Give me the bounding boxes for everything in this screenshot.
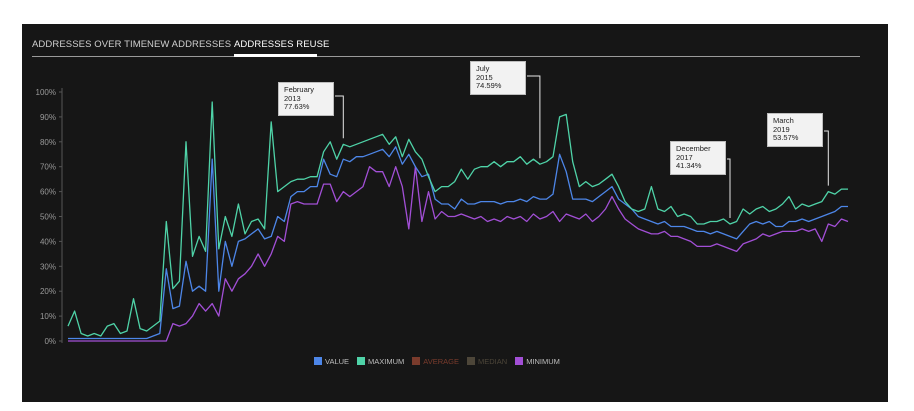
y-tick-label: 40%: [40, 237, 56, 246]
legend-item-value[interactable]: VALUE: [314, 357, 349, 366]
annotation-march-2019: March 2019 53.57%: [767, 113, 823, 147]
y-tick-label: 50%: [40, 213, 56, 222]
series-line-maximum: [67, 101, 848, 337]
annotation-year: 2013: [284, 93, 301, 103]
legend-item-average[interactable]: AVERAGE: [412, 357, 459, 366]
annotation-year: 2015: [476, 72, 493, 82]
legend-swatch: [314, 357, 322, 365]
legend-item-maximum[interactable]: MAXIMUM: [357, 357, 404, 366]
annotation-leader-line: [824, 130, 829, 186]
legend-swatch: [467, 357, 476, 365]
annotation-leader-line: [727, 158, 731, 218]
annotation-february-2013: February 2013 77.63%: [278, 82, 334, 116]
annotation-july-2015: July 2015 74.59%: [470, 61, 526, 95]
annotation-leader-line: [335, 95, 344, 139]
tab-new-addresses[interactable]: NEW ADDRESSES: [147, 39, 232, 50]
annotation-month: July: [476, 64, 490, 73]
y-tick-label: 20%: [40, 287, 56, 296]
y-tick-label: 70%: [40, 163, 56, 172]
legend-item-median[interactable]: MEDIAN: [467, 357, 507, 366]
tab-addresses-over-time[interactable]: ADDRESSES OVER TIME: [32, 39, 148, 50]
annotation-december-2017: December 2017 41.34%: [670, 141, 726, 175]
annotation-year: 2019: [773, 124, 790, 134]
y-tick-label: 30%: [40, 262, 56, 271]
y-tick-label: 80%: [40, 138, 56, 147]
legend-label: MEDIAN: [478, 356, 508, 366]
annotation-month: March: [773, 116, 794, 125]
y-tick-label: 90%: [40, 113, 56, 122]
annotation-value: 74.59%: [476, 81, 502, 91]
tab-divider: [32, 56, 860, 57]
annotation-month: February: [284, 85, 315, 94]
legend-label: AVERAGE: [423, 356, 460, 366]
y-tick-label: 100%: [36, 88, 56, 97]
annotation-value: 53.57%: [773, 133, 799, 143]
legend-label: VALUE: [325, 356, 350, 366]
active-tab-indicator: [234, 54, 317, 57]
annotation-value: 41.34%: [676, 161, 702, 171]
legend-label: MINIMUM: [526, 356, 560, 366]
line-chart: 0% 10% 20% 30% 40% 50% 60% 70% 80% 90% 100%: [36, 75, 849, 346]
legend-swatch: [412, 357, 421, 365]
chart-legend: VALUE MAXIMUM AVERAGE MEDIAN MINIMUM: [314, 355, 560, 367]
series-line-value: [68, 146, 848, 340]
annotation-leader-line: [527, 75, 541, 159]
legend-label: MAXIMUM: [368, 356, 405, 366]
annotation-year: 2017: [676, 152, 693, 162]
chart-panel: ADDRESSES OVER TIME NEW ADDRESSES ADDRES…: [22, 24, 888, 402]
legend-item-minimum[interactable]: MINIMUM: [515, 357, 560, 366]
legend-swatch: [515, 357, 524, 365]
series-line-minimum: [68, 166, 849, 342]
annotation-month: December: [676, 144, 711, 153]
annotation-value: 77.63%: [284, 102, 310, 112]
y-tick-label: 10%: [40, 312, 56, 321]
y-tick-label: 60%: [40, 188, 56, 197]
tab-addresses-reuse[interactable]: ADDRESSES REUSE: [234, 39, 330, 50]
y-tick-label: 0%: [44, 337, 56, 346]
legend-swatch: [357, 357, 366, 365]
